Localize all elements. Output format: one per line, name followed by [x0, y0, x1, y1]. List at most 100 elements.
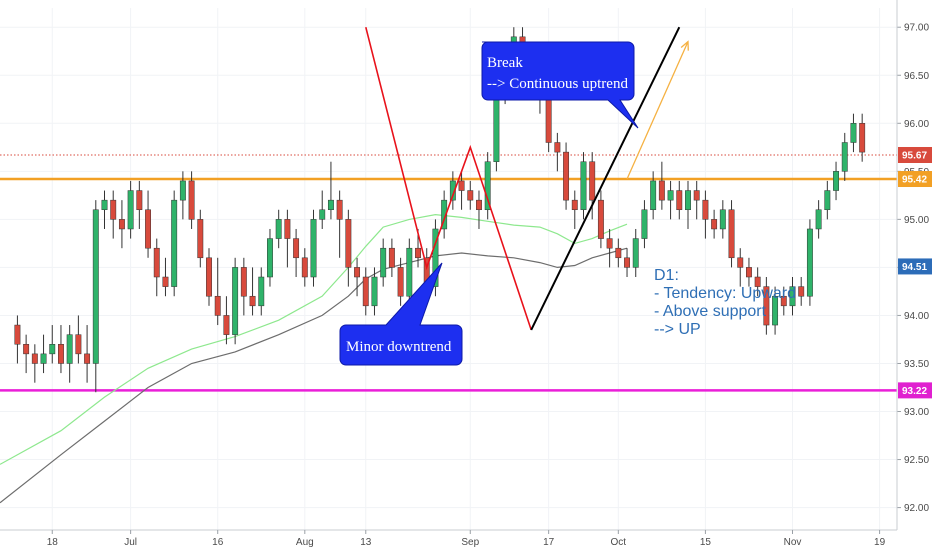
zigzag-line [365, 27, 532, 331]
time-axis[interactable]: 18 Jul 16 Aug 13 Sep 17 Oct 15 Nov 19 [0, 529, 897, 548]
candle-body [327, 199, 334, 211]
candle-body [40, 353, 47, 364]
candle [754, 267, 761, 297]
candle [772, 286, 779, 335]
price-tag-bg [898, 258, 932, 275]
analysis-note: D1:- Tendency: Upward- Above support--> … [654, 267, 796, 338]
candle [676, 180, 683, 220]
candle-body [650, 180, 657, 211]
candle-body [362, 276, 369, 307]
candle [380, 238, 387, 287]
candle [345, 209, 352, 287]
candle-body [84, 353, 91, 364]
candle-body [667, 190, 674, 201]
price-tag-bg [898, 146, 932, 163]
candle [162, 257, 169, 297]
candle [23, 334, 30, 374]
y-tick-label: 92.00 [904, 503, 929, 514]
sma-green-line [0, 213, 628, 465]
candle [467, 180, 474, 210]
candle [75, 315, 82, 364]
candle-body [336, 199, 343, 220]
candle-body [293, 238, 300, 259]
candle [267, 228, 273, 287]
candle [728, 200, 735, 268]
candle [127, 180, 134, 239]
candle [685, 180, 691, 229]
x-tick-label: Jul [124, 537, 137, 548]
candle-body [728, 209, 735, 259]
candle-body [415, 247, 421, 259]
candle-body [458, 180, 465, 191]
candle-body [23, 344, 30, 355]
candle [171, 190, 178, 297]
candle-body [232, 267, 239, 335]
candle [84, 325, 91, 383]
candle [66, 325, 73, 383]
candle-body [240, 267, 247, 297]
candle [606, 228, 613, 268]
candle [589, 152, 596, 220]
x-tick-label: Oct [611, 537, 627, 548]
candle [597, 190, 604, 249]
candle-body [432, 228, 439, 287]
candle-body [179, 180, 186, 201]
candle [275, 209, 282, 249]
candle-body [354, 267, 361, 278]
candle-body [75, 334, 82, 355]
candle [693, 180, 700, 220]
candle-body [641, 209, 648, 239]
candle [240, 257, 247, 316]
candle-body [441, 199, 448, 230]
candle [711, 209, 718, 239]
candle [476, 190, 482, 229]
x-tick-label: 13 [360, 537, 372, 548]
sma-gray-line [0, 247, 628, 504]
candle [406, 238, 413, 306]
candle-body [841, 142, 848, 172]
candle [354, 257, 361, 297]
candle-body [580, 161, 587, 211]
candle [449, 171, 456, 210]
candle-body [711, 219, 718, 230]
grid [0, 8, 897, 530]
trend-drawings [365, 26, 689, 331]
note-line: --> UP [654, 321, 701, 338]
uptrend-line [530, 26, 681, 331]
candle-body [31, 353, 38, 364]
candle-body [606, 238, 613, 249]
y-tick-label: 97.00 [904, 23, 929, 34]
y-tick-label: 94.00 [904, 311, 929, 322]
candle [310, 209, 317, 287]
candle [188, 171, 195, 229]
candle [197, 209, 204, 268]
horizontal-levels [0, 154, 897, 392]
candle [258, 267, 265, 316]
candle-body [754, 276, 761, 287]
candle-body [406, 247, 413, 297]
candle [824, 180, 831, 220]
price-tag-bg [898, 382, 932, 399]
candle-body [772, 295, 779, 326]
candle-body [615, 247, 622, 259]
candle [232, 257, 239, 345]
y-tick-label: 93.50 [904, 359, 929, 370]
x-tick-label: 18 [47, 537, 59, 548]
candle [632, 228, 639, 278]
candle [371, 267, 378, 316]
price-tag: 94.51 [898, 258, 932, 275]
candle [850, 113, 857, 153]
candle [336, 190, 343, 258]
candle-body [127, 190, 134, 230]
candle-body [66, 334, 73, 364]
candle-body [319, 209, 326, 220]
price-tag-bg [898, 171, 932, 188]
x-tick-label: 19 [874, 537, 886, 548]
candle [667, 180, 674, 220]
moving-averages [0, 213, 628, 504]
candle-body [859, 123, 866, 153]
y-tick-label: 92.50 [904, 455, 929, 466]
price-axis[interactable]: 97.0096.5096.0095.5095.0094.5094.0093.50… [896, 0, 932, 530]
candle [432, 219, 439, 297]
